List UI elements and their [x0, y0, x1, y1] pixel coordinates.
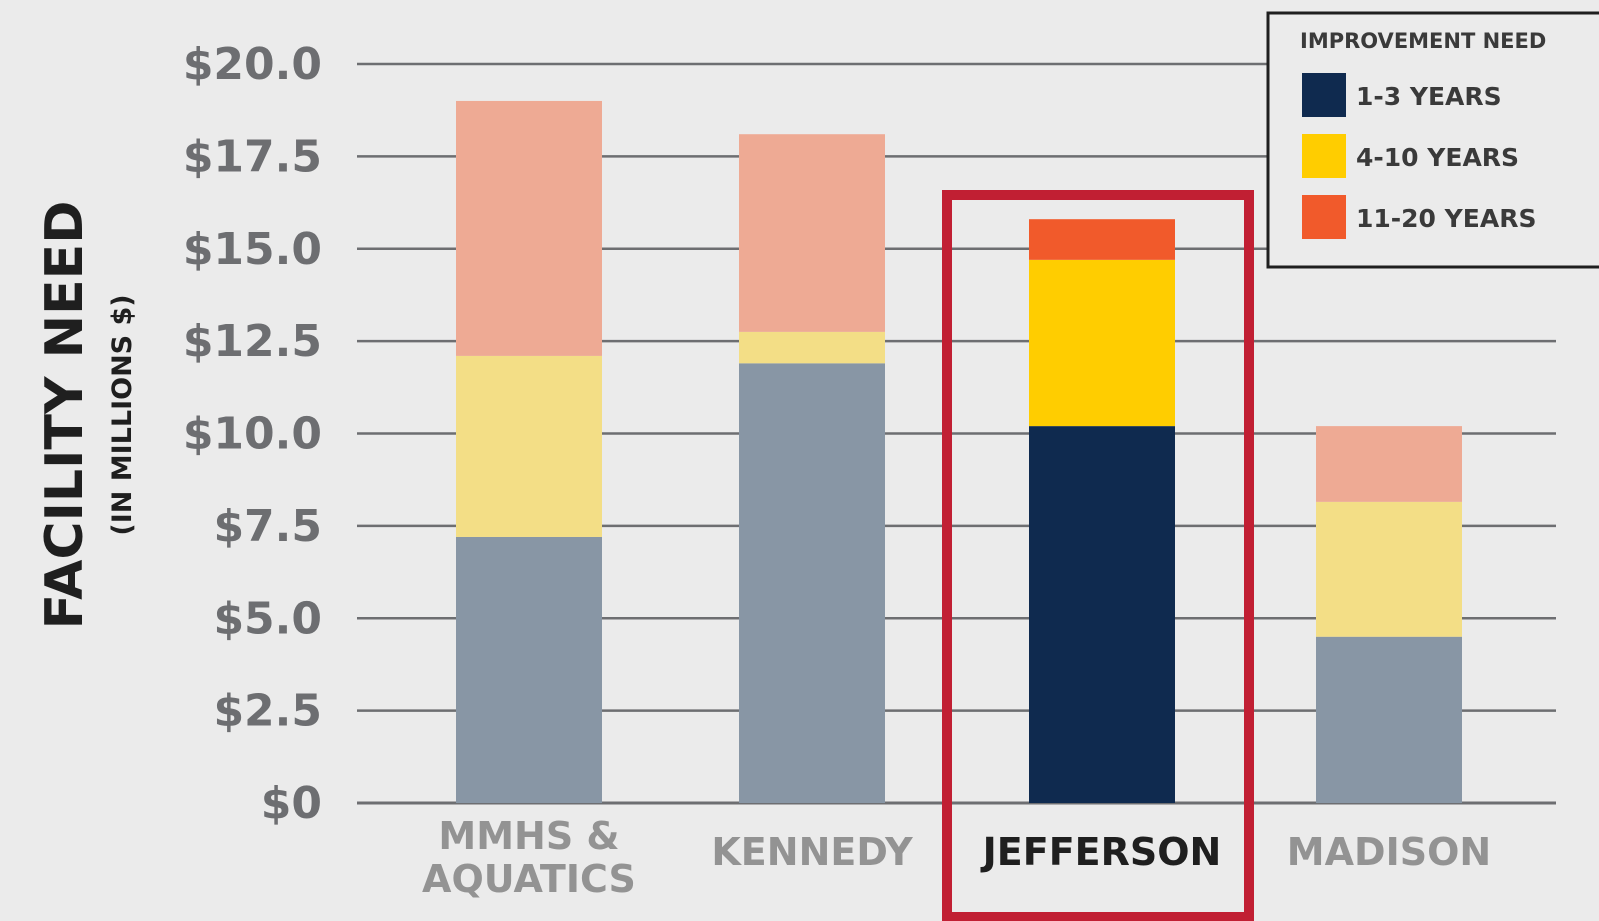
y-tick-label: $15.0	[183, 224, 322, 275]
y-tick-label: $7.5	[213, 501, 322, 552]
y-tick-label: $20.0	[183, 39, 322, 90]
bar-segment	[456, 536, 602, 803]
legend-swatch	[1302, 134, 1346, 178]
bar-segment	[739, 134, 885, 332]
x-category-labels: MMHS & AQUATICS KENNEDY JEFFERSON MADISON	[422, 814, 1491, 901]
y-axis-title: FACILITY NEED (IN MILLIONS $)	[35, 201, 138, 630]
y-tick-label: $10.0	[183, 409, 322, 460]
y-axis-sublabel: (IN MILLIONS $)	[107, 294, 138, 535]
y-tick-label: $17.5	[183, 131, 322, 182]
bar-segment	[1029, 219, 1175, 260]
x-category-label: JEFFERSON	[980, 830, 1222, 874]
highlight-frame	[942, 190, 1254, 921]
bar-segment	[456, 355, 602, 537]
bars	[456, 100, 1462, 803]
y-tick-label: $12.5	[183, 316, 322, 367]
x-category-label: KENNEDY	[711, 830, 913, 874]
legend: IMPROVEMENT NEED 1-3 YEARS 4-10 YEARS 11-20…	[1266, 11, 1599, 269]
bar-segment	[1029, 259, 1175, 427]
y-axis-label: FACILITY NEED	[35, 201, 95, 630]
legend-swatch	[1302, 73, 1346, 117]
legend-label: 4-10 YEARS	[1356, 143, 1519, 172]
bar-segment	[1316, 426, 1462, 502]
legend-label: 11-20 YEARS	[1356, 204, 1536, 233]
bar-segment	[739, 331, 885, 364]
y-tick-labels: $0 $2.5 $5.0 $7.5 $10.0 $12.5 $15.0 $17.5 $20.0	[183, 39, 322, 829]
bar-segment	[1316, 501, 1462, 637]
bar-segment	[739, 363, 885, 803]
bar-segment	[1316, 636, 1462, 803]
bar-segment	[1029, 426, 1175, 803]
legend-title: IMPROVEMENT NEED	[1300, 29, 1546, 53]
y-tick-label: $2.5	[213, 686, 322, 737]
x-category-label: MMHS & AQUATICS	[422, 814, 636, 901]
legend-label: 1-3 YEARS	[1356, 82, 1502, 111]
bar-segment	[456, 100, 602, 356]
y-tick-label: $5.0	[213, 593, 322, 644]
y-tick-label: $0	[261, 778, 322, 829]
legend-swatch	[1302, 195, 1346, 239]
x-category-label: MADISON	[1287, 830, 1491, 874]
